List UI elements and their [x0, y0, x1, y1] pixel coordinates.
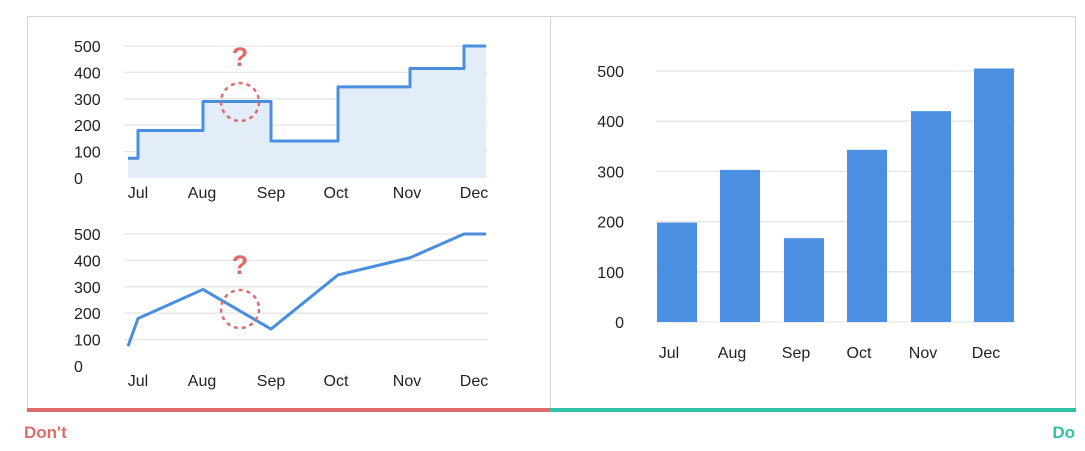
y-tick-label: 200 — [597, 215, 624, 232]
y-tick-label: 300 — [74, 280, 101, 297]
y-tick-label: 300 — [74, 92, 101, 109]
annotation-circle — [219, 288, 261, 330]
y-tick-label: 400 — [74, 253, 101, 270]
x-tick-label: Oct — [847, 345, 872, 362]
bar-nov — [911, 111, 951, 322]
x-tick-label: Dec — [460, 185, 488, 202]
x-tick-label: Nov — [909, 345, 937, 362]
x-tick-label: Oct — [324, 185, 349, 202]
series-line — [126, 232, 486, 347]
x-tick-label: Sep — [257, 373, 286, 390]
x-tick-label: Aug — [188, 373, 216, 390]
y-tick-label: 100 — [74, 145, 101, 162]
x-tick-label: Jul — [128, 373, 148, 390]
question-mark-icon: ? — [232, 42, 249, 72]
y-tick-label: 100 — [597, 265, 624, 282]
y-tick-label: 200 — [74, 306, 101, 323]
y-tick-label: 200 — [74, 118, 101, 135]
bar-oct — [847, 149, 887, 322]
y-tick-label: 0 — [615, 315, 624, 332]
bar-jul — [657, 222, 697, 322]
x-tick-label: Sep — [257, 185, 286, 202]
do-indicator-line — [550, 408, 1076, 412]
question-mark-icon: ? — [232, 250, 249, 280]
dont-label: Don't — [24, 423, 67, 442]
x-tick-label: Aug — [188, 185, 216, 202]
y-tick-label: 0 — [74, 171, 83, 188]
y-tick-label: 0 — [74, 359, 83, 376]
do-label: Do — [1052, 423, 1075, 442]
y-tick-label: 500 — [74, 227, 101, 244]
x-tick-label: Dec — [972, 345, 1000, 362]
x-tick-label: Jul — [659, 345, 679, 362]
y-tick-label: 100 — [74, 333, 101, 350]
y-tick-label: 400 — [74, 65, 101, 82]
series-line — [128, 44, 486, 160]
annotation-circle — [219, 81, 261, 123]
bar-dec — [974, 68, 1014, 323]
x-tick-label: Oct — [324, 373, 349, 390]
area-fill — [128, 46, 486, 178]
y-tick-label: 300 — [597, 164, 624, 181]
y-tick-label: 500 — [74, 39, 101, 56]
x-tick-label: Nov — [393, 373, 421, 390]
y-tick-label: 400 — [597, 114, 624, 131]
x-tick-label: Aug — [718, 345, 746, 362]
y-tick-label: 500 — [597, 64, 624, 81]
bar-aug — [720, 169, 760, 322]
bar-sep — [784, 238, 824, 322]
x-tick-label: Jul — [128, 185, 148, 202]
x-tick-label: Sep — [782, 345, 811, 362]
x-tick-label: Nov — [393, 185, 421, 202]
x-tick-label: Dec — [460, 373, 488, 390]
dont-indicator-line — [27, 408, 551, 412]
